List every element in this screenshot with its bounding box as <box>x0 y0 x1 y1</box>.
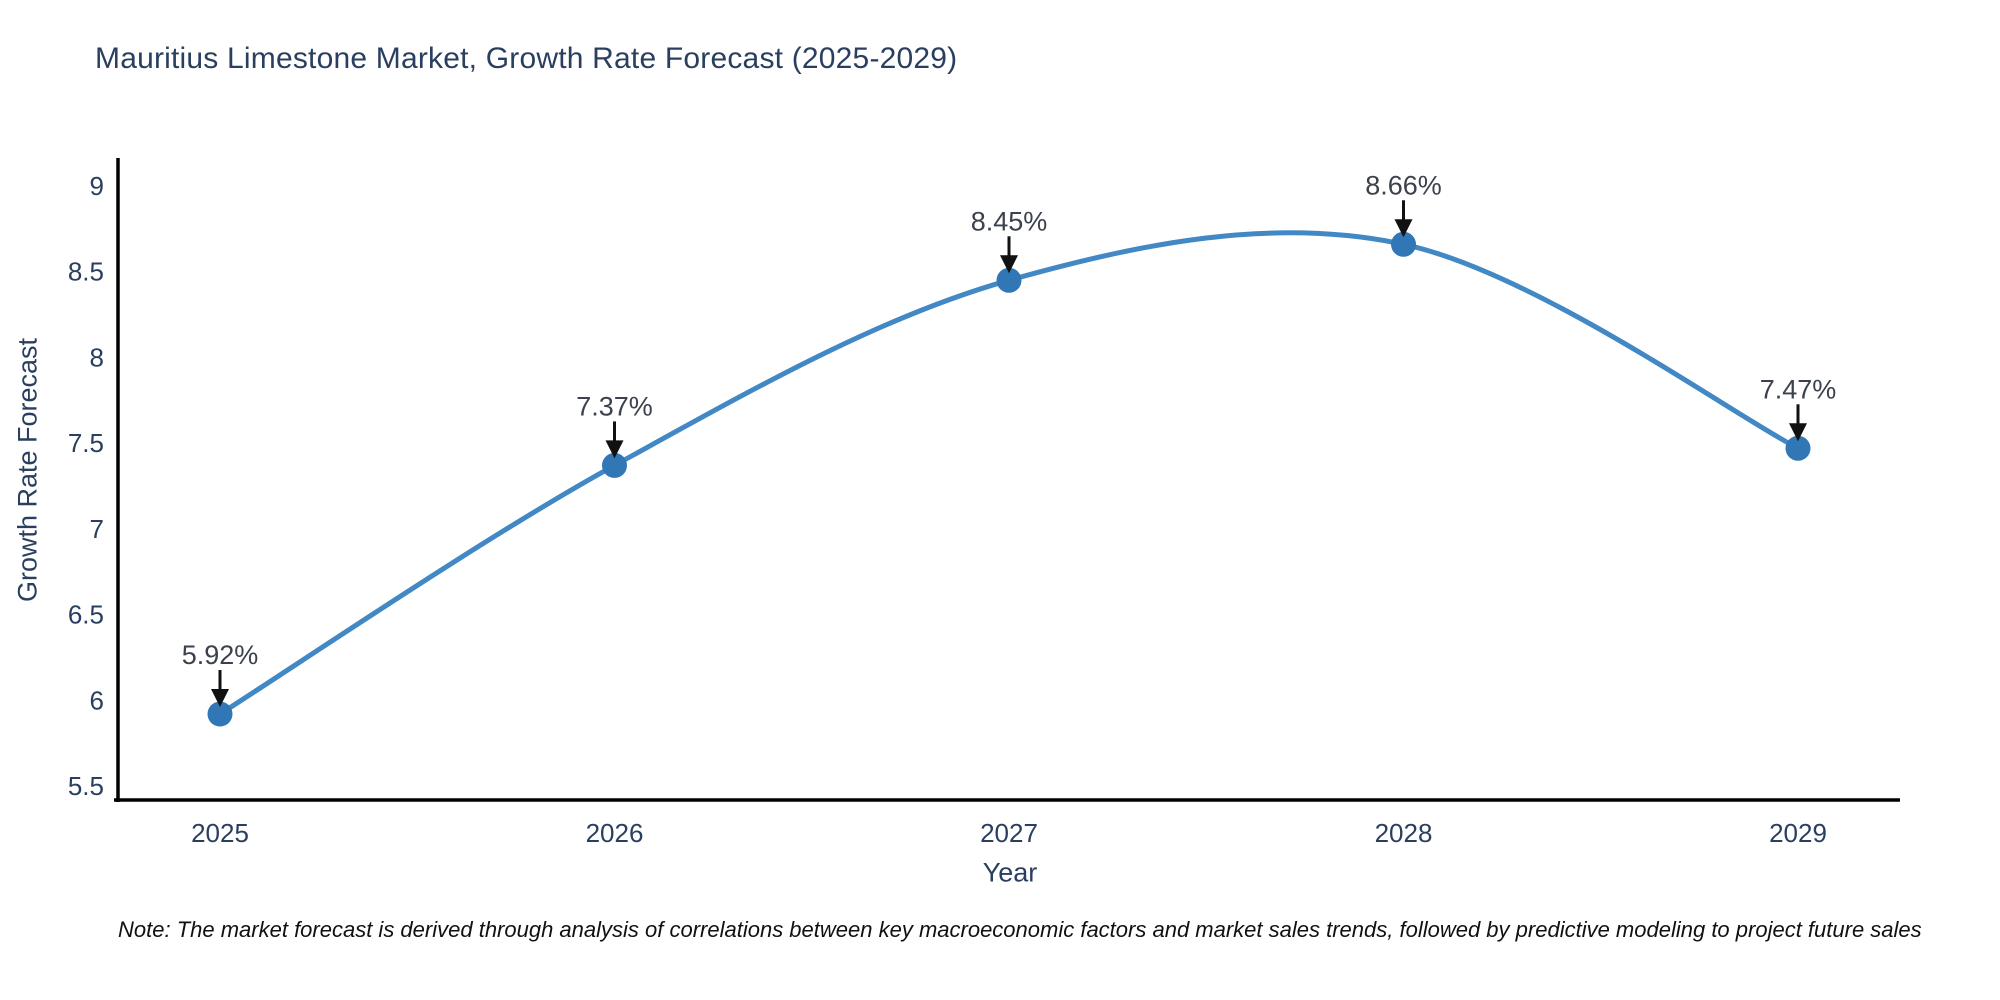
x-axis-title: Year <box>982 857 1038 888</box>
data-point-marker[interactable] <box>207 701 233 727</box>
y-tick-label: 5.5 <box>68 771 104 801</box>
x-tick-label: 2026 <box>586 818 644 848</box>
annotation-arrowhead <box>211 689 229 707</box>
y-tick-label: 6.5 <box>68 600 104 630</box>
y-tick-label: 8 <box>90 342 104 372</box>
data-point-marker[interactable] <box>602 452 627 478</box>
point-annotation-label: 5.92% <box>182 640 259 670</box>
point-annotation-label: 8.45% <box>971 206 1048 236</box>
x-tick-label: 2027 <box>980 818 1038 848</box>
annotation-arrowhead <box>1789 423 1807 442</box>
data-point-marker[interactable] <box>1391 231 1416 257</box>
annotation-arrowhead <box>1394 219 1413 238</box>
chart-title: Mauritius Limestone Market, Growth Rate … <box>95 42 958 75</box>
forecast-line <box>217 230 1801 717</box>
point-annotation-label: 8.66% <box>1365 170 1442 200</box>
x-tick-label: 2029 <box>1769 818 1827 848</box>
data-point-marker[interactable] <box>1785 435 1811 461</box>
point-annotation-label: 7.47% <box>1760 374 1837 404</box>
annotation-arrowhead <box>605 440 624 459</box>
y-tick-label: 9 <box>90 171 104 201</box>
x-tick-label: 2028 <box>1375 818 1433 848</box>
chart-note: Note: The market forecast is derived thr… <box>118 917 1922 942</box>
annotation-arrowhead <box>1000 255 1018 274</box>
x-tick-label: 2025 <box>191 818 249 848</box>
data-point-marker[interactable] <box>996 267 1022 293</box>
y-axis-title: Growth Rate Forecast <box>12 337 43 603</box>
point-annotation-label: 7.37% <box>576 391 653 421</box>
y-tick-label: 7 <box>90 514 104 544</box>
y-tick-label: 8.5 <box>68 257 104 287</box>
y-tick-label: 7.5 <box>68 428 104 458</box>
y-tick-label: 6 <box>90 685 104 715</box>
